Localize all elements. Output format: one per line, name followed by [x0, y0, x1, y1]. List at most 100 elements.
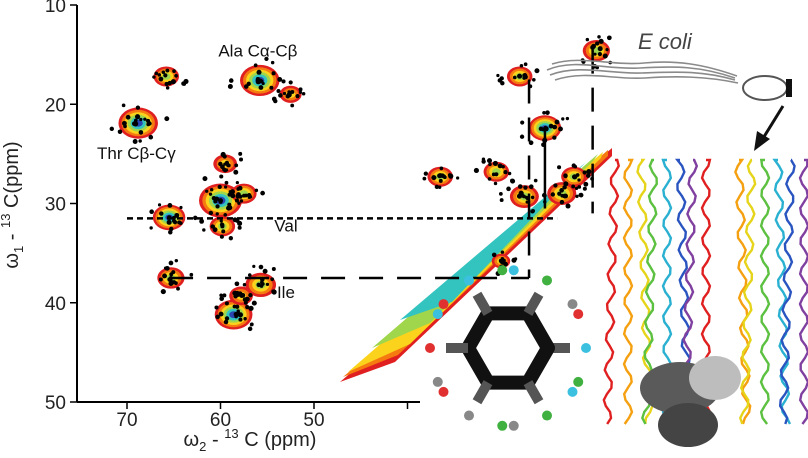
assignment-dot	[538, 126, 544, 131]
assignment-dot	[575, 194, 579, 198]
assignment-dot	[189, 272, 194, 277]
assignment-dot	[271, 71, 276, 76]
assignment-dot	[139, 117, 143, 122]
assignment-dot	[220, 151, 226, 158]
assignment-dot	[586, 169, 592, 175]
y-tick-label: 10	[45, 0, 66, 17]
ring-structure-icon	[425, 265, 591, 431]
assignment-dot	[573, 164, 578, 169]
y-tick-label: 30	[45, 195, 66, 216]
assignment-dot	[174, 212, 180, 218]
assignment-dot	[260, 190, 265, 196]
helix-strand	[738, 158, 757, 425]
assignment-dot	[559, 199, 565, 205]
assignment-dot	[258, 264, 264, 270]
assignment-dot	[202, 176, 208, 182]
assignment-dot	[235, 181, 239, 185]
assignment-dot	[565, 203, 571, 209]
assignment-dot	[552, 135, 557, 140]
assignment-dot	[217, 184, 222, 189]
assignment-dot	[235, 290, 240, 295]
assignment-dot	[597, 46, 603, 52]
assignment-dot	[138, 130, 144, 135]
assignment-dot	[560, 193, 565, 198]
fibril-model	[602, 158, 808, 447]
assignment-dot	[159, 211, 164, 216]
assignment-dot	[278, 93, 283, 98]
assignment-dot	[298, 87, 303, 92]
assignment-dot	[218, 161, 223, 167]
assignment-dot	[271, 289, 277, 295]
assignment-dot	[117, 129, 123, 134]
assignment-dot	[264, 56, 269, 62]
assignment-dot	[143, 117, 147, 121]
ring-bond	[521, 306, 555, 355]
assignment-dot	[135, 105, 141, 110]
ring-atom	[438, 386, 449, 397]
assignment-dot	[162, 273, 167, 279]
assignment-dot	[237, 185, 243, 191]
assignment-dot	[132, 139, 138, 144]
assignment-dot	[598, 38, 604, 44]
assignment-lines	[127, 49, 594, 280]
assignment-dot	[226, 205, 232, 211]
helix-strand	[734, 158, 752, 425]
assignment-dot	[210, 224, 215, 229]
assignment-dot	[221, 229, 226, 234]
y-axis-title: ω1 - 13 C(ppm)	[0, 141, 26, 268]
assignment-dot	[517, 184, 523, 189]
assignment-dot	[528, 140, 534, 146]
assignment-dot	[208, 192, 213, 196]
assignment-dot	[497, 78, 503, 83]
peak-annotations: Ala Cα-Cβ Thr Cβ-Cγ Val Ile	[97, 42, 298, 302]
assignment-dot	[301, 91, 306, 96]
ring-atom	[573, 309, 584, 320]
assignment-dot	[149, 226, 153, 230]
assignment-dot	[134, 114, 141, 120]
x-axis-title: ω2 - 13 C (ppm)	[184, 426, 317, 454]
assignment-dot	[602, 53, 608, 59]
assignment-dots	[109, 35, 613, 332]
assignment-dot	[262, 268, 268, 274]
assignment-dot	[224, 160, 229, 165]
assignment-dot	[247, 273, 252, 277]
assignment-dot	[522, 76, 526, 80]
flagella-icon	[546, 59, 739, 84]
svg-text:ω1 - 13 C(ppm): ω1 - 13 C(ppm)	[0, 141, 26, 268]
assignment-dot	[154, 71, 159, 76]
assignment-dot	[438, 178, 443, 183]
assignment-dot	[172, 280, 177, 285]
assignment-dot	[147, 121, 152, 126]
assignment-dot	[523, 62, 528, 67]
assignment-dot	[493, 181, 498, 186]
assignment-dot	[168, 260, 174, 266]
assignment-dot	[290, 103, 295, 108]
ring-atom	[432, 376, 443, 387]
assignment-dot	[165, 68, 170, 73]
protein-blob	[689, 356, 741, 400]
assignment-dot	[149, 209, 154, 215]
assignment-dot	[473, 167, 479, 174]
assignment-dot	[285, 93, 291, 99]
assignment-dot	[512, 75, 517, 80]
assignment-dot	[265, 282, 270, 287]
y-tick-label: 40	[45, 294, 66, 315]
assignment-dot	[213, 199, 218, 204]
assignment-dot	[123, 124, 127, 129]
assignment-dot	[252, 264, 256, 268]
assignment-dot	[582, 186, 587, 191]
assignment-dot	[258, 85, 264, 90]
assignment-dot	[595, 41, 600, 46]
ring-atom	[464, 410, 474, 421]
peak-annotation: Val	[274, 216, 297, 235]
assignment-dot	[251, 300, 257, 306]
ring-bond	[523, 380, 544, 405]
assignment-dot	[571, 184, 576, 189]
assignment-dot	[174, 73, 178, 78]
assignment-dot	[157, 203, 162, 207]
assignment-dot	[456, 176, 460, 180]
ring-atom	[497, 265, 508, 276]
assignment-dot	[432, 175, 436, 179]
assignment-dot	[236, 192, 241, 197]
assignment-dot	[165, 86, 170, 90]
